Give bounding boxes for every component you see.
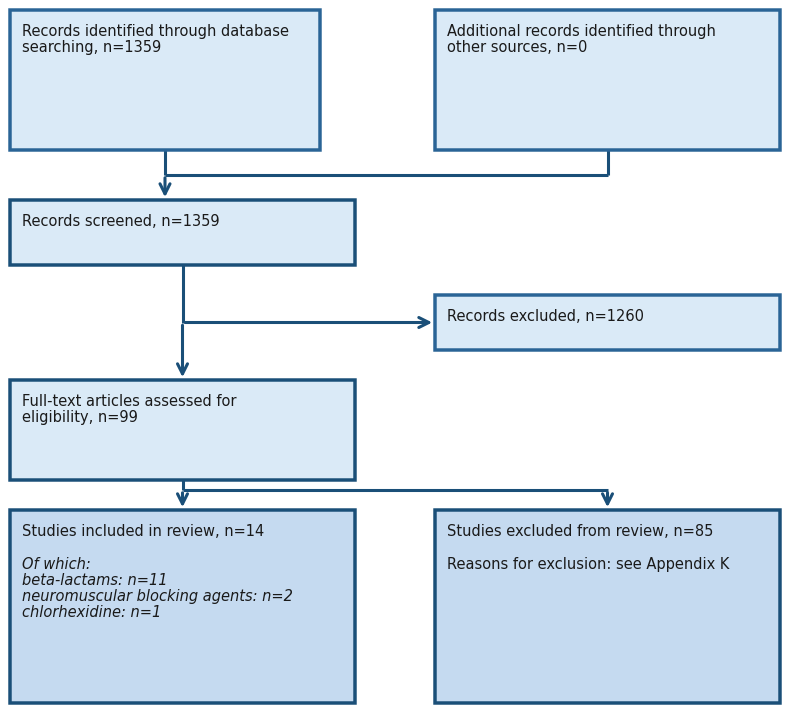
- Text: Full-text articles assessed for: Full-text articles assessed for: [22, 394, 237, 409]
- Text: chlorhexidine: n=1: chlorhexidine: n=1: [22, 605, 162, 620]
- Text: eligibility, n=99: eligibility, n=99: [22, 410, 138, 425]
- Text: Records identified through database: Records identified through database: [22, 24, 289, 39]
- FancyBboxPatch shape: [10, 380, 355, 480]
- FancyBboxPatch shape: [10, 510, 355, 703]
- FancyBboxPatch shape: [10, 10, 320, 150]
- Text: Reasons for exclusion: see Appendix K: Reasons for exclusion: see Appendix K: [447, 557, 730, 572]
- Text: beta-lactams: n=11: beta-lactams: n=11: [22, 573, 167, 588]
- Text: Studies excluded from review, n=85: Studies excluded from review, n=85: [447, 524, 714, 539]
- Text: other sources, n=0: other sources, n=0: [447, 40, 587, 56]
- Text: Records screened, n=1359: Records screened, n=1359: [22, 214, 220, 229]
- Text: searching, n=1359: searching, n=1359: [22, 40, 162, 56]
- FancyBboxPatch shape: [10, 200, 355, 265]
- FancyBboxPatch shape: [435, 10, 780, 150]
- Text: Records excluded, n=1260: Records excluded, n=1260: [447, 309, 644, 324]
- FancyBboxPatch shape: [435, 295, 780, 350]
- FancyBboxPatch shape: [435, 510, 780, 703]
- Text: Studies included in review, n=14: Studies included in review, n=14: [22, 524, 264, 539]
- Text: Of which:: Of which:: [22, 557, 90, 572]
- Text: Additional records identified through: Additional records identified through: [447, 24, 716, 39]
- Text: neuromuscular blocking agents: n=2: neuromuscular blocking agents: n=2: [22, 589, 293, 604]
